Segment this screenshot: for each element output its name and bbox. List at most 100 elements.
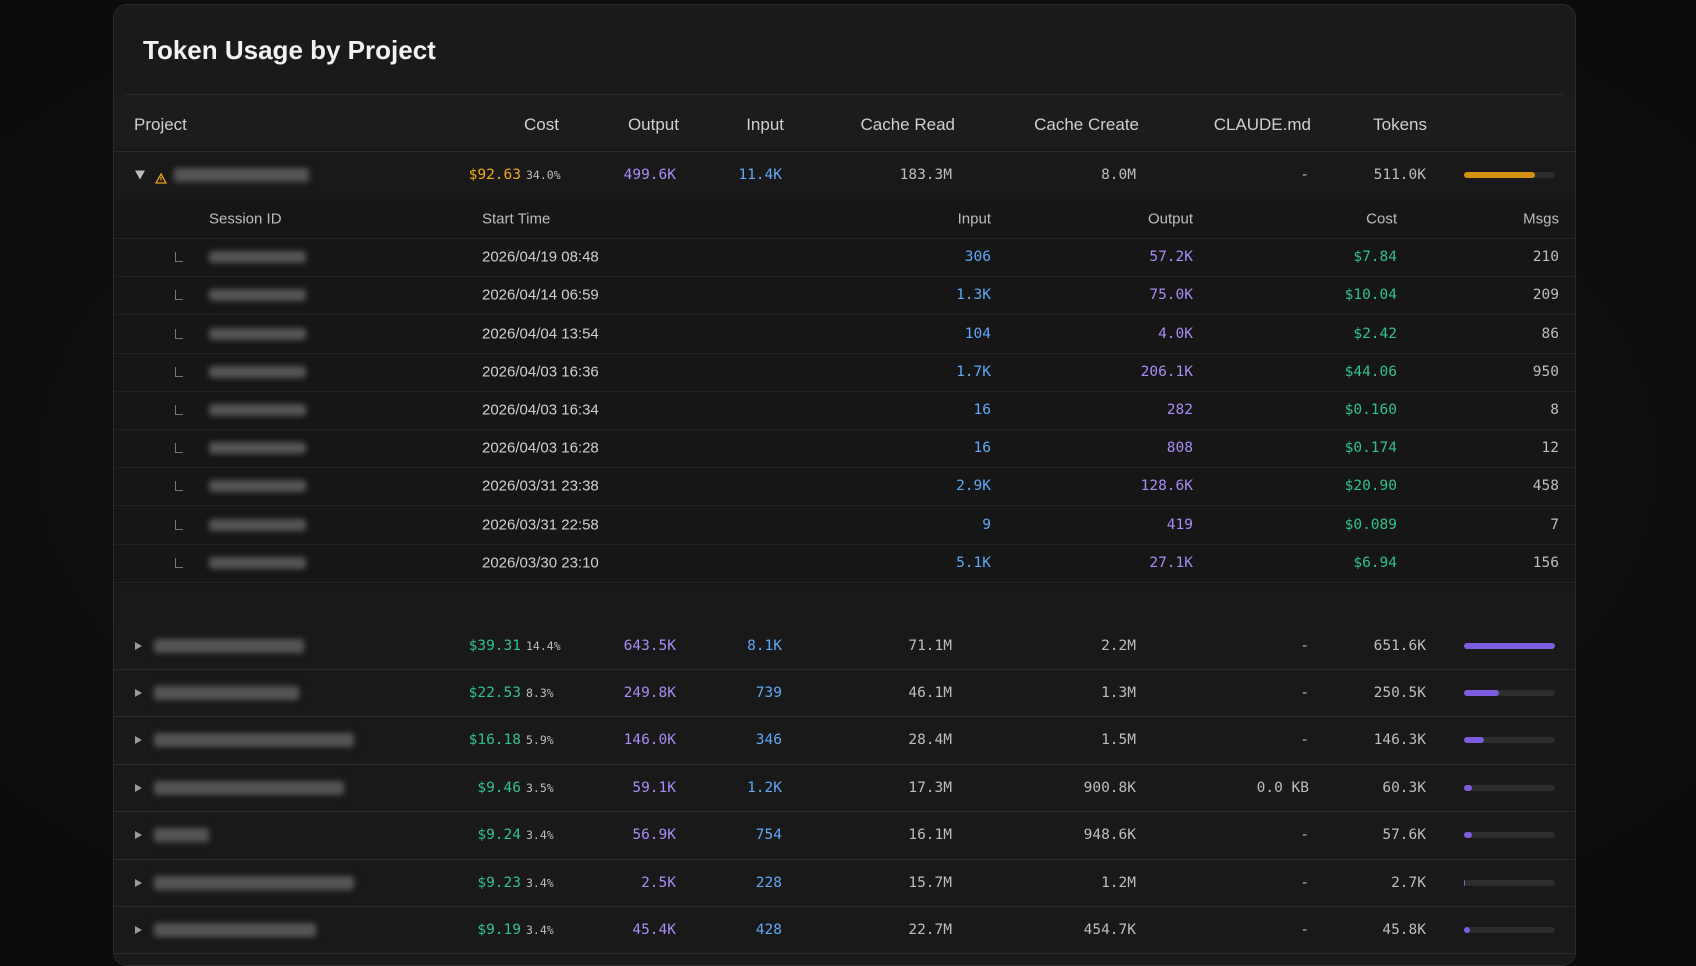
token-bar — [1464, 643, 1555, 649]
session-branch — [175, 405, 183, 415]
session-id-redacted — [209, 366, 306, 378]
input: 739 — [756, 685, 782, 701]
session-branch — [175, 443, 183, 453]
session-column-header: Input — [958, 211, 991, 228]
session-cost: $6.94 — [1353, 555, 1397, 571]
project-name-redacted — [154, 639, 304, 653]
session-branch — [175, 558, 183, 568]
session-output: 27.1K — [1149, 555, 1193, 571]
session-column-header: Cost — [1366, 211, 1397, 228]
cache-read: 46.1M — [908, 685, 952, 701]
session-output: 808 — [1167, 440, 1193, 456]
column-header: Project — [134, 115, 187, 135]
session-input: 9 — [982, 517, 991, 533]
project-row[interactable] — [114, 669, 1575, 716]
token-bar-track — [1464, 172, 1555, 178]
session-id-redacted — [209, 519, 306, 531]
separator — [114, 953, 1575, 954]
warning-icon — [155, 169, 167, 180]
output: 45.4K — [632, 922, 676, 938]
output: 2.5K — [641, 875, 676, 891]
project-row[interactable] — [114, 152, 1575, 199]
cache-create: 8.0M — [1101, 167, 1136, 183]
cost-share: 3.4% — [526, 876, 554, 890]
session-cost: $0.089 — [1345, 517, 1397, 533]
session-start: 2026/04/03 16:28 — [482, 440, 599, 457]
session-cost: $44.06 — [1345, 364, 1397, 380]
expand-icon — [135, 642, 142, 650]
column-header: Cache Create — [1034, 115, 1139, 135]
output: 59.1K — [632, 780, 676, 796]
separator — [114, 276, 1575, 277]
cache-read: 71.1M — [908, 638, 952, 654]
session-cost: $2.42 — [1353, 326, 1397, 342]
cache-read: 28.4M — [908, 732, 952, 748]
session-output: 57.2K — [1149, 249, 1193, 265]
input: 8.1K — [747, 638, 782, 654]
cost: $16.18 — [469, 732, 521, 748]
cost: $9.19 — [477, 922, 521, 938]
session-output: 4.0K — [1158, 326, 1193, 342]
session-branch — [175, 520, 183, 530]
cache-create: 454.7K — [1084, 922, 1136, 938]
claude-md: - — [1300, 922, 1309, 938]
cost-share: 14.4% — [526, 639, 561, 653]
session-msgs: 950 — [1533, 364, 1559, 380]
cost: $9.24 — [477, 827, 521, 843]
tokens: 250.5K — [1374, 685, 1426, 701]
project-name-redacted — [154, 733, 354, 747]
column-header: Cache Read — [860, 115, 955, 135]
claude-md: - — [1300, 875, 1309, 891]
session-output: 75.0K — [1149, 287, 1193, 303]
expand-icon — [135, 879, 142, 887]
expand-icon — [135, 831, 142, 839]
session-branch — [175, 481, 183, 491]
separator — [114, 582, 1575, 583]
token-bar — [1464, 737, 1484, 743]
table: Project Cost Output Input Cache Read Cache Cr… — [114, 94, 1575, 966]
claude-md: - — [1300, 827, 1309, 843]
output: 146.0K — [624, 732, 676, 748]
project-name-redacted — [154, 828, 209, 842]
cache-read: 16.1M — [908, 827, 952, 843]
panel-title: Token Usage by Project — [143, 35, 436, 66]
cache-create: 948.6K — [1084, 827, 1136, 843]
tokens: 511.0K — [1374, 167, 1426, 183]
session-start: 2026/04/04 13:54 — [482, 325, 599, 342]
cost: $9.23 — [477, 875, 521, 891]
session-input: 104 — [965, 326, 991, 342]
tokens: 45.8K — [1382, 922, 1426, 938]
project-row[interactable] — [114, 622, 1575, 669]
session-id-redacted — [209, 328, 306, 340]
input: 428 — [756, 922, 782, 938]
cost: $22.53 — [469, 685, 521, 701]
project-row[interactable] — [114, 812, 1575, 859]
cache-create: 1.2M — [1101, 875, 1136, 891]
session-output: 282 — [1167, 402, 1193, 418]
cache-read: 17.3M — [908, 780, 952, 796]
session-output: 128.6K — [1141, 478, 1193, 494]
session-column-header: Output — [1148, 211, 1193, 228]
column-header: Output — [628, 115, 679, 135]
input: 754 — [756, 827, 782, 843]
input: 346 — [756, 732, 782, 748]
column-header: Input — [746, 115, 784, 135]
output: 249.8K — [624, 685, 676, 701]
session-msgs: 210 — [1533, 249, 1559, 265]
claude-md: - — [1300, 638, 1309, 654]
session-input: 2.9K — [956, 478, 991, 494]
token-bar — [1464, 690, 1499, 696]
session-cost: $0.174 — [1345, 440, 1397, 456]
tokens: 2.7K — [1391, 875, 1426, 891]
cost-share: 3.5% — [526, 781, 554, 795]
claude-md: - — [1300, 732, 1309, 748]
project-row[interactable] — [114, 906, 1575, 953]
session-cost: $10.04 — [1345, 287, 1397, 303]
project-name-redacted — [154, 923, 316, 937]
session-input: 1.3K — [956, 287, 991, 303]
token-bar-track — [1464, 690, 1555, 696]
session-column-header: Session ID — [209, 211, 282, 228]
tokens: 60.3K — [1382, 780, 1426, 796]
warning-glyph — [155, 173, 167, 184]
separator — [114, 467, 1575, 468]
